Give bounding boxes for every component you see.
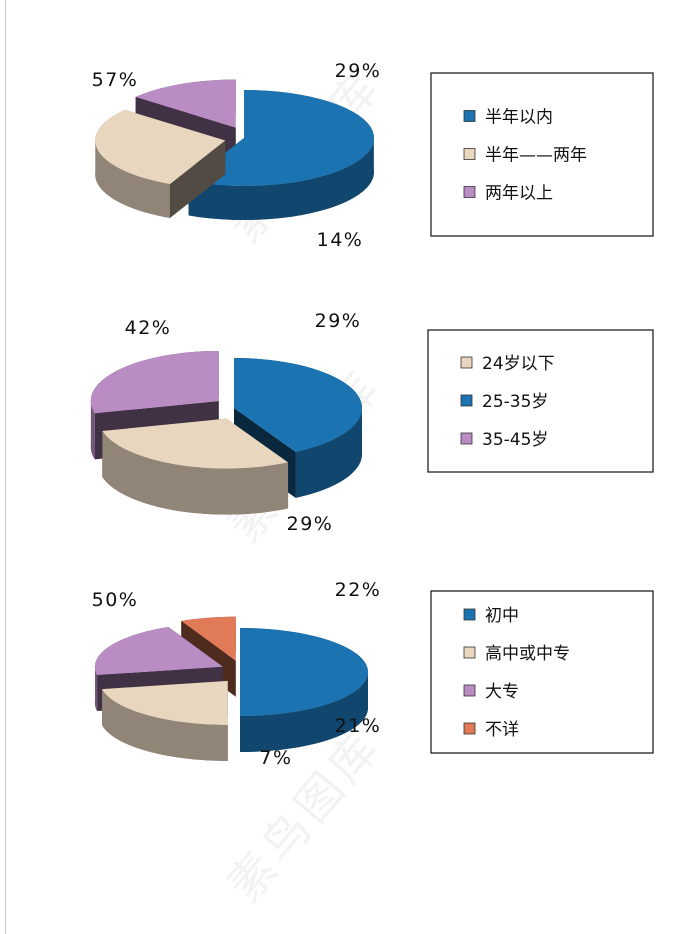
pie-slice (102, 680, 228, 761)
legend-label: 25-35岁 (482, 392, 548, 412)
data-label: 29% (315, 310, 362, 332)
legend-label: 半年以内 (485, 108, 553, 128)
slice-front-wall (240, 672, 368, 752)
legend-item: 两年以上 (463, 184, 553, 204)
legend-label: 半年——两年 (485, 146, 587, 166)
legend-item: 初中 (463, 606, 519, 626)
slice-front-wall (102, 431, 289, 515)
slice-front-wall (94, 664, 98, 712)
pie-slice (234, 358, 362, 498)
slice-top (90, 350, 219, 414)
pie-slice (240, 628, 368, 752)
slice-front-wall (102, 689, 228, 761)
slice-top (95, 109, 226, 184)
legend-label: 初中 (485, 606, 519, 626)
pie-slice (95, 109, 226, 218)
legend-item: 25-35岁 (460, 392, 548, 412)
slice-top (135, 79, 236, 128)
data-label: 29% (287, 513, 334, 535)
legend-item: 不详 (463, 720, 519, 740)
slice-top (94, 626, 223, 676)
legend-swatch (463, 646, 476, 659)
pie-slice (188, 90, 374, 220)
data-label: 22% (335, 579, 382, 601)
data-label: 50% (92, 589, 139, 611)
slice-front-wall (95, 140, 170, 218)
slice-front-wall (295, 408, 362, 498)
page-edge-line (5, 0, 6, 934)
legend-item: 高中或中专 (463, 644, 570, 664)
slice-top (234, 358, 362, 452)
slice-front-wall (90, 399, 95, 460)
legend-swatch (460, 356, 473, 369)
legend-swatch (463, 608, 476, 621)
slice-top (102, 418, 289, 469)
data-label: 29% (335, 60, 382, 82)
legend-label: 35-45岁 (482, 430, 548, 450)
legend-swatch (463, 186, 476, 198)
data-label: 14% (317, 229, 364, 251)
legend: 24岁以下 25-35岁 35-45岁 (427, 329, 654, 473)
slice-top (102, 680, 228, 725)
legend-item: 半年——两年 (463, 146, 587, 166)
legend-item: 大专 (463, 682, 519, 702)
legend-swatch (463, 110, 476, 122)
legend-label: 两年以上 (485, 184, 553, 204)
slice-top (240, 628, 368, 716)
data-label: 7% (259, 747, 292, 769)
legend-item: 35-45岁 (460, 430, 548, 450)
legend-item: 半年以内 (463, 108, 553, 128)
legend-label: 大专 (485, 682, 519, 702)
data-label: 21% (335, 715, 382, 737)
slice-front-wall (188, 135, 374, 220)
legend-swatch (463, 148, 476, 160)
legend-label: 24岁以下 (482, 354, 555, 374)
legend-swatch (463, 684, 476, 697)
pie-slice (102, 418, 289, 515)
slice-top (181, 616, 236, 661)
legend-label: 高中或中专 (485, 644, 570, 664)
legend-swatch (460, 432, 473, 445)
pie-chart-age: 42% 29% 29% 24岁以下 25-35岁 35-45岁 (90, 310, 654, 535)
legend-item: 24岁以下 (460, 354, 555, 374)
slice-top (188, 90, 374, 186)
legend-swatch (463, 722, 476, 735)
legend-swatch (460, 394, 473, 407)
data-label: 42% (125, 317, 172, 339)
legend-label: 不详 (485, 720, 519, 740)
data-label: 57% (92, 69, 139, 91)
